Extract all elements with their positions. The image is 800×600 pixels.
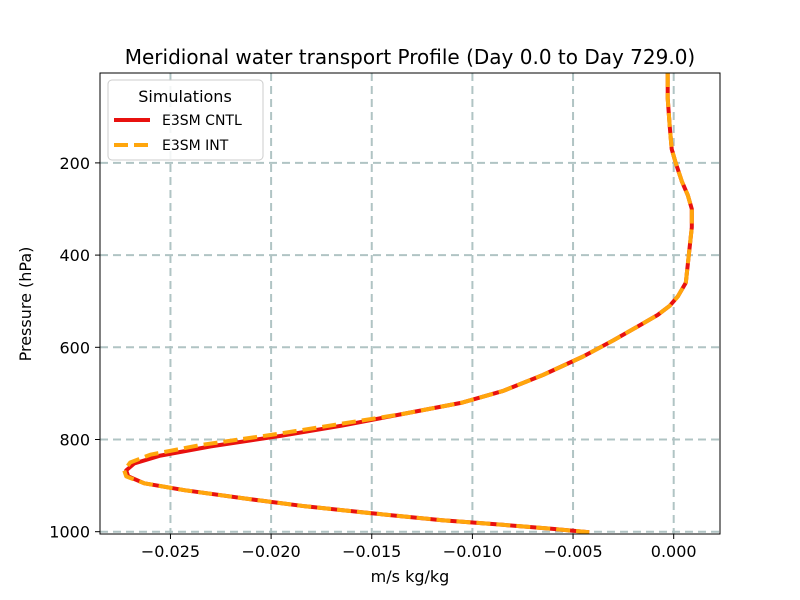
- x-tick-label: 0.000: [651, 542, 697, 561]
- legend-label-e3sm-cntl: E3SM CNTL: [162, 113, 242, 129]
- series-line-e3sm-int: [122, 73, 694, 535]
- legend: Simulations E3SM CNTL E3SM INT: [107, 79, 264, 161]
- x-tick-label: −0.005: [543, 542, 602, 561]
- plot-series: [122, 73, 694, 535]
- legend-box: [107, 79, 264, 161]
- x-tick-label: −0.025: [141, 542, 200, 561]
- y-tick-label: 400: [59, 246, 90, 265]
- y-tick-label: 1000: [49, 523, 90, 542]
- x-tick-label: −0.015: [342, 542, 401, 561]
- legend-title: Simulations: [138, 87, 232, 106]
- grid: [100, 73, 720, 534]
- y-axis-label: Pressure (hPa): [16, 247, 35, 362]
- legend-label-e3sm-int: E3SM INT: [162, 138, 229, 154]
- axes: −0.025 −0.020 −0.015 −0.010 −0.005 0.000 200 40…: [49, 154, 696, 561]
- chart-title: Meridional water transport Profile (Day …: [125, 45, 696, 69]
- y-tick-label: 200: [59, 154, 90, 173]
- x-tick-label: −0.010: [443, 542, 502, 561]
- x-axis-label: m/s kg/kg: [371, 567, 450, 586]
- y-tick-label: 600: [59, 338, 90, 357]
- y-tick-label: 800: [59, 430, 90, 449]
- x-tick-label: −0.020: [241, 542, 300, 561]
- plot-frame: [99, 72, 721, 535]
